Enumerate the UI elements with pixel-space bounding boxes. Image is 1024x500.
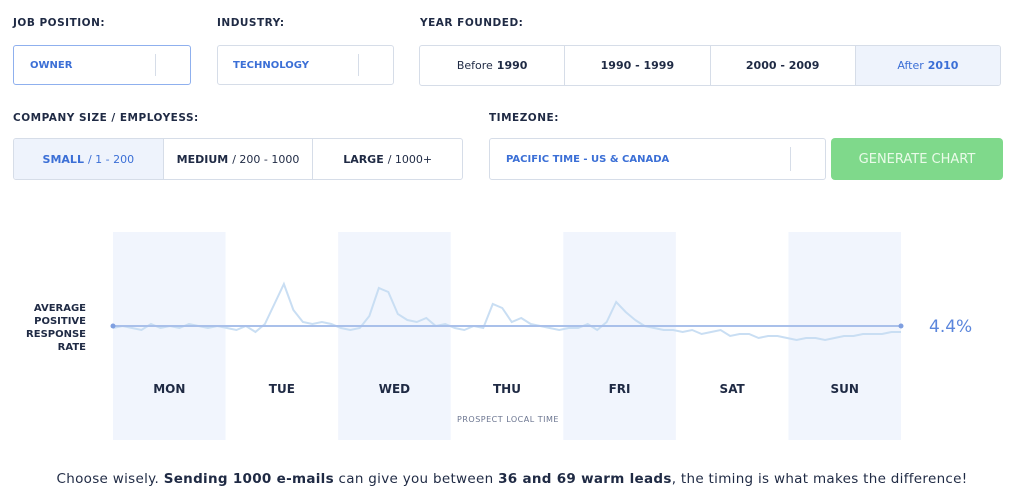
chart: MON TUE WED THU FRI SAT SUN 4.4% AVERAGE POSITIVE… <box>26 232 972 440</box>
option-main: MEDIUM <box>176 152 229 166</box>
footer-part: Sending 1000 e-mails <box>163 471 334 487</box>
day-band <box>113 232 226 440</box>
day-label: TUE <box>269 382 295 396</box>
option-main: 1990 - 1999 <box>600 59 675 72</box>
option-main: LARGE <box>343 152 384 166</box>
year-options: Before 1990 1990 - 1999 2000 - 2009 After 201… <box>419 45 1001 86</box>
year-label: YEAR FOUNDED: <box>420 17 524 29</box>
day-label: THU <box>493 382 521 396</box>
timezone-select[interactable]: PACIFIC TIME - US & CANADA <box>489 138 826 180</box>
size-label: COMPANY SIZE / EMPLOYESS: <box>13 112 199 124</box>
timezone-value: PACIFIC TIME - US & CANADA <box>506 153 670 165</box>
average-dot <box>110 323 116 329</box>
option[interactable]: SMALL/ 1 - 200 <box>14 139 163 179</box>
option-sub: / 200 - 1000 <box>232 152 300 166</box>
job-value: OWNER <box>30 59 73 71</box>
job-select[interactable]: OWNER <box>13 45 191 85</box>
day-label: WED <box>379 382 410 396</box>
option-sub: 1990 <box>496 59 528 72</box>
industry-select[interactable]: TECHNOLOGY <box>217 45 394 85</box>
day-label: FRI <box>609 382 631 396</box>
day-band <box>563 232 676 440</box>
footer-part: Choose wisely. <box>56 471 164 487</box>
option[interactable]: 1990 - 1999 <box>564 46 709 85</box>
y-label: RESPONSE <box>26 329 86 340</box>
y-label: AVERAGE <box>34 303 86 314</box>
option-main: SMALL <box>42 152 84 166</box>
option-sub: 2010 <box>927 59 959 72</box>
footer: Choose wisely. Sending 1000 e-mails can … <box>0 471 1024 487</box>
option[interactable]: MEDIUM/ 200 - 1000 <box>162 139 313 179</box>
day-band <box>338 232 451 440</box>
day-label: SUN <box>830 382 858 396</box>
average-dot <box>898 323 904 329</box>
x-label: PROSPECT LOCAL TIME <box>457 415 559 424</box>
industry-label: INDUSTRY: <box>217 17 285 29</box>
day-label: SAT <box>720 382 746 396</box>
day-label: MON <box>153 382 185 396</box>
average-label: 4.4% <box>929 317 972 337</box>
industry-value: TECHNOLOGY <box>233 59 309 71</box>
option-main: 2000 - 2009 <box>745 59 820 72</box>
generate-button[interactable]: GENERATE CHART <box>831 138 1003 180</box>
size-options: SMALL/ 1 - 200 MEDIUM/ 200 - 1000 LARGE/ 1… <box>13 138 463 180</box>
job-label: JOB POSITION: <box>13 17 106 29</box>
option-main: After <box>897 59 924 72</box>
footer-part: , the timing is what makes the differenc… <box>671 471 968 487</box>
response-line <box>112 281 901 342</box>
y-label: RATE <box>58 342 86 353</box>
option[interactable]: LARGE/ 1000+ <box>312 139 462 179</box>
option-main: Before <box>456 59 493 72</box>
option[interactable]: After 2010 <box>854 46 1000 85</box>
footer-part: can give you between <box>333 471 499 487</box>
option[interactable]: 2000 - 2009 <box>709 46 855 85</box>
option-sub: / 1000+ <box>387 152 433 166</box>
timezone-label: TIMEZONE: <box>489 112 559 124</box>
option-sub: / 1 - 200 <box>87 152 135 166</box>
option[interactable]: Before 1990 <box>420 46 564 85</box>
y-label: POSITIVE <box>34 316 86 327</box>
footer-part: 36 and 69 warm leads <box>498 471 672 487</box>
